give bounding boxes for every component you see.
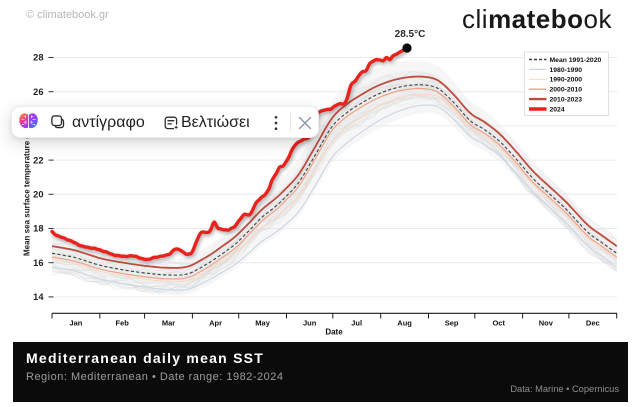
svg-text:2000-2010: 2000-2010 [550,87,583,94]
svg-text:Date: Date [325,328,343,337]
svg-text:Apr: Apr [209,319,222,328]
svg-text:1980-1990: 1980-1990 [550,67,583,74]
svg-text:Jan: Jan [69,319,82,328]
svg-text:2024: 2024 [550,106,565,113]
svg-text:Mean sea surface temperature (: Mean sea surface temperature (°C) [23,124,32,256]
svg-text:16: 16 [33,258,43,268]
svg-text:Mar: Mar [162,319,175,328]
svg-text:26: 26 [33,87,43,97]
svg-text:Oct: Oct [492,319,505,328]
svg-text:Dec: Dec [586,319,600,328]
svg-text:Aug: Aug [397,319,412,328]
svg-text:28.5°C: 28.5°C [395,29,426,40]
svg-text:Jun: Jun [303,319,317,328]
svg-text:Mean 1991-2020: Mean 1991-2020 [550,57,602,64]
svg-text:1990-2000: 1990-2000 [550,77,583,84]
svg-text:May: May [255,319,270,328]
svg-text:14: 14 [33,292,44,302]
svg-text:18: 18 [33,224,43,234]
svg-text:Feb: Feb [116,319,130,328]
svg-text:2010-2023: 2010-2023 [550,97,583,104]
svg-text:Sep: Sep [445,319,459,328]
svg-text:20: 20 [33,190,43,200]
svg-text:Jul: Jul [351,319,362,328]
svg-text:22: 22 [33,155,43,165]
svg-text:28: 28 [33,53,43,63]
svg-text:Nov: Nov [539,319,554,328]
